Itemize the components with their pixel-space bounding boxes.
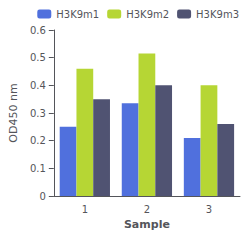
svg-text:0.1: 0.1 [30, 163, 46, 174]
svg-text:H3K9m1: H3K9m1 [56, 9, 99, 20]
svg-text:0: 0 [39, 191, 45, 202]
svg-text:0.6: 0.6 [30, 25, 46, 36]
svg-text:0.4: 0.4 [30, 80, 46, 91]
svg-text:1: 1 [82, 204, 88, 215]
svg-text:H3K9m3: H3K9m3 [196, 9, 239, 20]
svg-text:2: 2 [144, 204, 150, 215]
svg-text:3: 3 [206, 204, 212, 215]
svg-text:H3K9m2: H3K9m2 [126, 9, 169, 20]
svg-text:0.3: 0.3 [30, 108, 46, 119]
svg-text:OD450 nm: OD450 nm [7, 83, 20, 142]
svg-text:0.5: 0.5 [30, 52, 46, 63]
svg-text:0.2: 0.2 [30, 135, 46, 146]
svg-text:Sample: Sample [124, 218, 170, 231]
